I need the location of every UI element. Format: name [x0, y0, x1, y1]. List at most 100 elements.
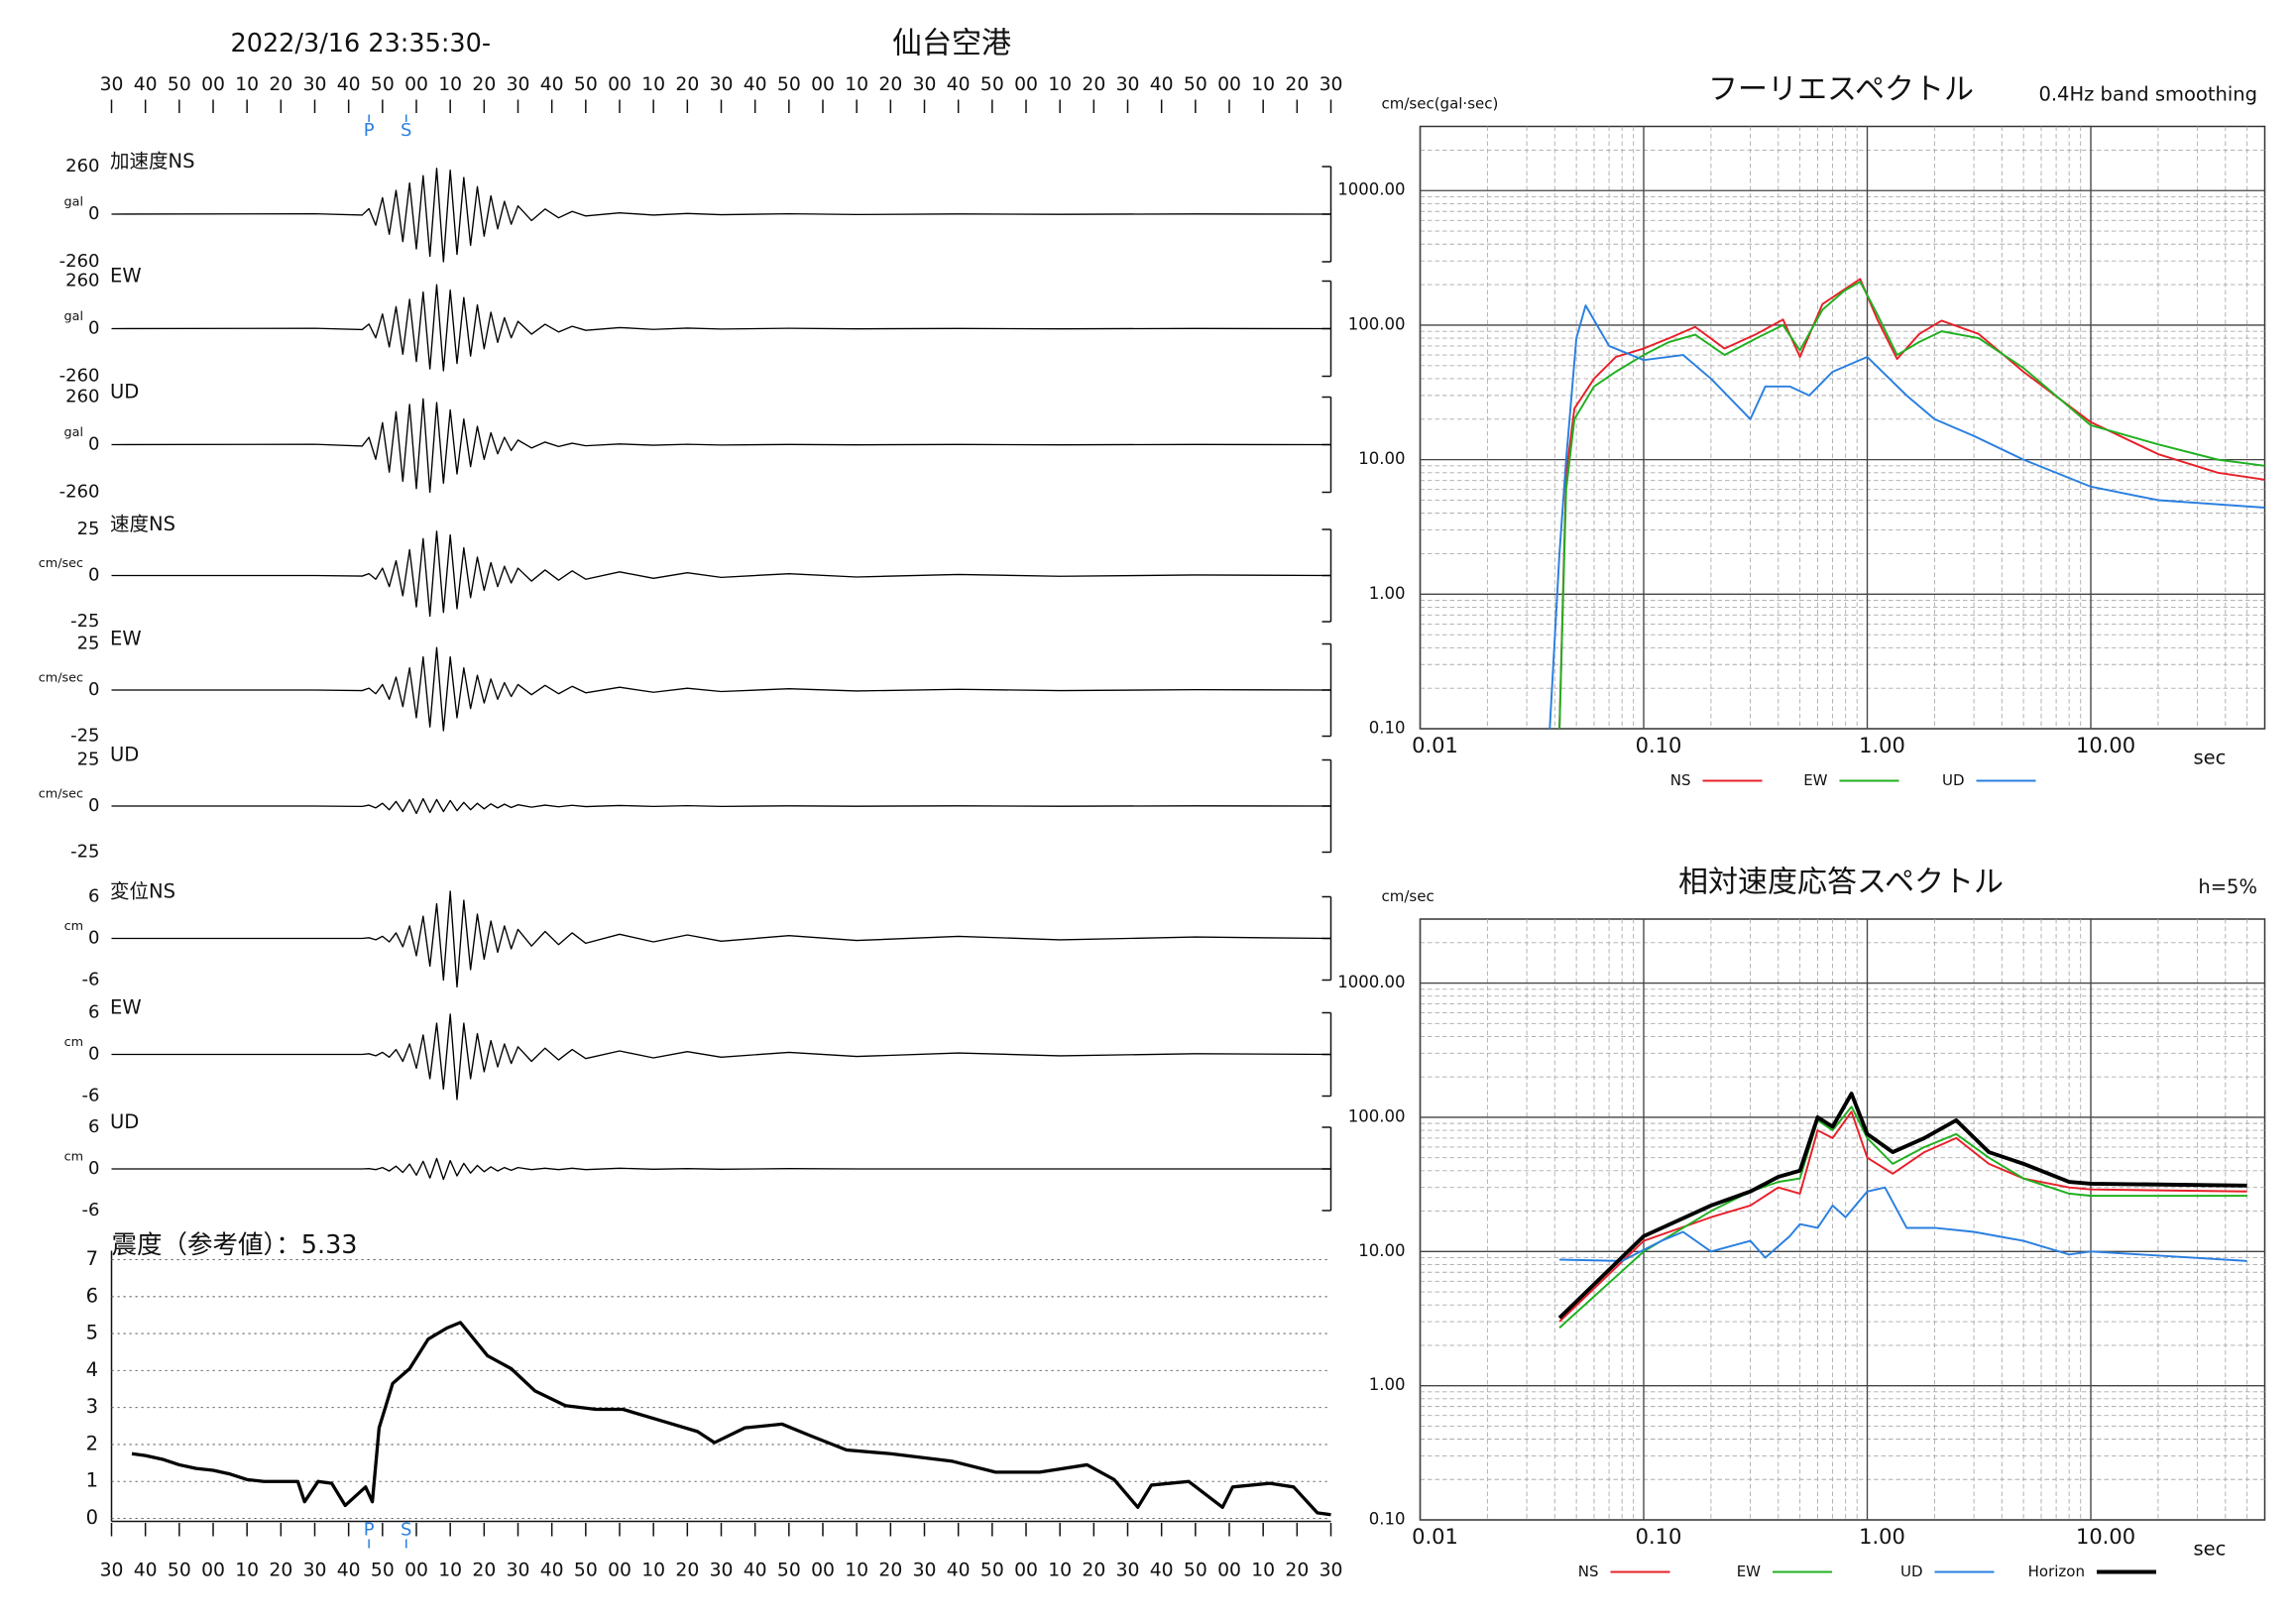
trace-panel: UD gal 260 0 -260 [59, 381, 1332, 503]
chart-subtitle: 0.4Hz band smoothing [2038, 83, 2257, 106]
y-tick-label: -260 [59, 482, 100, 503]
time-tick-label: 00 [811, 74, 835, 95]
time-tick-label: 50 [1184, 1561, 1207, 1581]
y-tick-label: 0 [88, 203, 99, 224]
trace-label: UD [110, 744, 139, 766]
y-tick-label: 100.00 [1348, 314, 1406, 333]
x-tick-label: 1.00 [1859, 1525, 1905, 1549]
time-tick-label: 20 [878, 1561, 902, 1581]
time-tick-label: 00 [201, 1561, 225, 1581]
x-axis-label: sec [2194, 747, 2227, 769]
y-tick-label: 1.00 [1369, 584, 1406, 603]
x-tick-label: 0.01 [1412, 734, 1458, 757]
y-tick-label: 0 [88, 565, 99, 586]
waveform [111, 284, 1331, 372]
time-tick-label: 40 [1150, 1561, 1174, 1581]
trace-label: EW [110, 628, 142, 650]
x-tick-label: 1.00 [1859, 734, 1905, 757]
trace-label: 変位NS [110, 880, 175, 903]
y-tick-label: 25 [77, 750, 100, 770]
time-tick-label: 00 [608, 74, 631, 95]
time-tick-label: 30 [507, 1561, 530, 1581]
time-tick-label: 50 [980, 74, 1004, 95]
time-tick-label: 30 [303, 1561, 327, 1581]
intensity-line [131, 1321, 1331, 1517]
time-tick-label: 30 [303, 74, 327, 95]
legend-label: NS [1670, 771, 1691, 789]
spectrum-line [1557, 1092, 2247, 1320]
trace-unit: cm/sec [39, 787, 83, 802]
spectrum-line [1558, 281, 2265, 730]
plot-frame [1419, 125, 2266, 730]
time-tick-label: 00 [811, 1561, 835, 1581]
y-tick-label: 0 [88, 434, 99, 455]
y-tick-label: 0.10 [1369, 719, 1406, 738]
trace-label: EW [110, 265, 142, 288]
time-tick-label: 40 [744, 74, 767, 95]
plot-frame [1419, 918, 2266, 1521]
trace-label: UD [110, 1110, 139, 1133]
y-tick-label: 6 [86, 1284, 98, 1307]
y-tick-label: 2 [86, 1432, 98, 1454]
y-tick-label: 0 [88, 679, 99, 700]
y-tick-label: 3 [86, 1395, 98, 1418]
trace-unit: gal [64, 195, 83, 210]
time-tick-label: 40 [337, 74, 361, 95]
y-tick-label: -6 [82, 1200, 100, 1220]
y-tick-label: 25 [77, 634, 100, 654]
time-tick-label: 30 [100, 1561, 124, 1581]
time-tick-label: 40 [947, 1561, 971, 1581]
chart-subtitle: h=5% [2198, 875, 2257, 898]
trace-panel: EW gal 260 0 -260 [59, 265, 1332, 387]
trace-panel: EW cm 6 0 -6 [64, 996, 1332, 1106]
time-tick-label: 10 [438, 1561, 462, 1581]
x-tick-label: 10.00 [2076, 1525, 2135, 1549]
y-tick-label: 7 [86, 1247, 98, 1270]
y-tick-label: -25 [70, 842, 99, 863]
y-tick-label: -25 [70, 726, 99, 747]
time-tick-label: 10 [1048, 74, 1072, 95]
time-tick-label: 10 [641, 1561, 665, 1581]
y-tick-label: 1000.00 [1337, 973, 1405, 991]
series-group [1549, 278, 2265, 730]
time-tick-label: 30 [913, 1561, 937, 1581]
y-tick-label: 6 [88, 1002, 99, 1023]
time-tick-label: 20 [878, 74, 902, 95]
time-tick-label: 40 [540, 1561, 564, 1581]
time-tick-label: 50 [574, 74, 598, 95]
waveform [111, 398, 1331, 494]
waveform [111, 646, 1331, 732]
trace-panel: 加速度NS gal 260 0 -260 [59, 150, 1332, 272]
y-tick-label: -6 [82, 1086, 100, 1106]
time-tick-label: 40 [134, 74, 158, 95]
y-tick-label: 5 [86, 1322, 98, 1344]
waveform [111, 890, 1331, 988]
time-tick-label: 10 [845, 1561, 868, 1581]
y-tick-label: 1000.00 [1337, 180, 1405, 199]
y-axis-label: cm/sec(gal·sec) [1382, 95, 1499, 113]
legend-label: NS [1578, 1563, 1599, 1580]
y-tick-label: -6 [82, 970, 100, 990]
y-axis-label: cm/sec [1382, 887, 1435, 905]
time-tick-label: 30 [1320, 74, 1343, 95]
waveform [111, 1157, 1331, 1181]
time-tick-label: 50 [574, 1561, 598, 1581]
time-tick-label: 20 [269, 1561, 292, 1581]
time-tick-label: 00 [1014, 1561, 1038, 1581]
time-tick-label: 10 [438, 74, 462, 95]
trace-unit: cm [64, 919, 83, 934]
legend-label: EW [1803, 771, 1827, 789]
trace-panel: UD cm/sec 25 0 -25 [39, 744, 1332, 863]
y-tick-label: 10.00 [1358, 1241, 1405, 1260]
time-tick-label: 10 [235, 1561, 259, 1581]
y-tick-label: 0 [86, 1506, 98, 1529]
y-tick-label: -260 [59, 251, 100, 272]
y-tick-label: 260 [65, 271, 99, 291]
time-tick-label: 20 [472, 74, 496, 95]
waveform [111, 1013, 1331, 1101]
spectrum-line [1558, 1110, 2247, 1323]
time-tick-label: 30 [710, 1561, 734, 1581]
time-tick-label: 30 [1116, 1561, 1140, 1581]
time-tick-label: 50 [371, 1561, 395, 1581]
